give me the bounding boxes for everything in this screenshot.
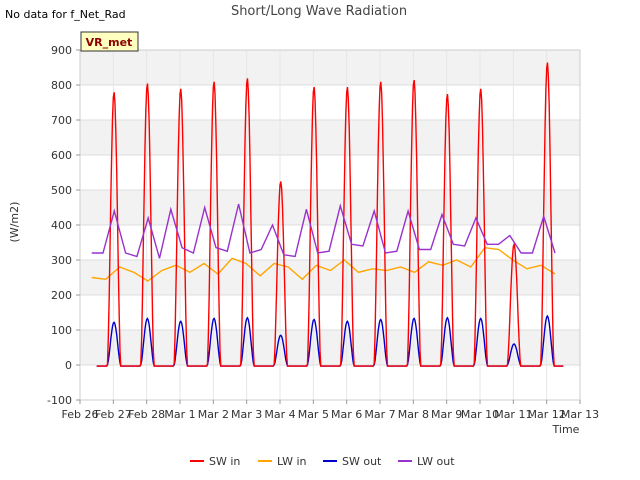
plot-background bbox=[80, 50, 580, 365]
series-lines bbox=[91, 62, 564, 367]
y-tick-label: 100 bbox=[51, 324, 72, 337]
legend-label: LW out bbox=[417, 455, 455, 468]
y-tick-label: 300 bbox=[51, 254, 72, 267]
chart-title: Short/Long Wave Radiation bbox=[231, 4, 407, 19]
y-tick-label: 0 bbox=[65, 359, 72, 372]
annotation-label: VR_met bbox=[86, 36, 133, 49]
legend: SW in LW in SW out LW out bbox=[190, 455, 455, 468]
y-tick-label: 200 bbox=[51, 289, 72, 302]
x-tick-label: Mar 5 bbox=[298, 408, 329, 421]
legend-label: SW in bbox=[209, 455, 240, 468]
y-tick-label: -100 bbox=[47, 394, 72, 407]
grid-band bbox=[80, 120, 580, 155]
series-line-lw-in bbox=[91, 246, 556, 282]
x-axis-label: Time bbox=[552, 423, 580, 436]
grid-band bbox=[80, 50, 580, 85]
x-tick-label: Mar 12 bbox=[528, 408, 566, 421]
series-line-lw-out bbox=[91, 203, 556, 259]
x-tick-label: Mar 11 bbox=[494, 408, 532, 421]
y-tick-label: 800 bbox=[51, 79, 72, 92]
legend-label: LW in bbox=[277, 455, 307, 468]
vr-met-annotation: VR_met bbox=[80, 31, 139, 52]
grid-band bbox=[80, 190, 580, 225]
x-tick-label: Mar 13 bbox=[561, 408, 599, 421]
no-data-message: No data for f_Net_Rad bbox=[5, 8, 126, 21]
y-tick-label: 500 bbox=[51, 184, 72, 197]
x-tick-label: Mar 1 bbox=[164, 408, 195, 421]
x-tick-label: Feb 28 bbox=[128, 408, 165, 421]
y-axis-label: (W/m2) bbox=[8, 202, 21, 243]
y-tick-label: 400 bbox=[51, 219, 72, 232]
x-tick-label: Feb 27 bbox=[95, 408, 132, 421]
x-tick-label: Feb 26 bbox=[62, 408, 99, 421]
y-axis-ticks: -100 0 100 200 300 400 500 600 700 800 900 bbox=[47, 44, 80, 407]
y-tick-label: 900 bbox=[51, 44, 72, 57]
x-tick-label: Mar 10 bbox=[461, 408, 499, 421]
x-tick-label: Mar 7 bbox=[364, 408, 395, 421]
legend-label: SW out bbox=[342, 455, 382, 468]
x-tick-label: Mar 8 bbox=[398, 408, 429, 421]
grid-band bbox=[80, 330, 580, 365]
grid-band bbox=[80, 260, 580, 295]
x-tick-label: Mar 9 bbox=[431, 408, 462, 421]
x-tick-label: Mar 4 bbox=[264, 408, 295, 421]
x-tick-label: Mar 6 bbox=[331, 408, 362, 421]
x-tick-label: Mar 2 bbox=[198, 408, 229, 421]
x-tick-label: Mar 3 bbox=[231, 408, 262, 421]
y-tick-label: 600 bbox=[51, 149, 72, 162]
series-line-sw-in bbox=[96, 62, 564, 367]
y-tick-label: 700 bbox=[51, 114, 72, 127]
